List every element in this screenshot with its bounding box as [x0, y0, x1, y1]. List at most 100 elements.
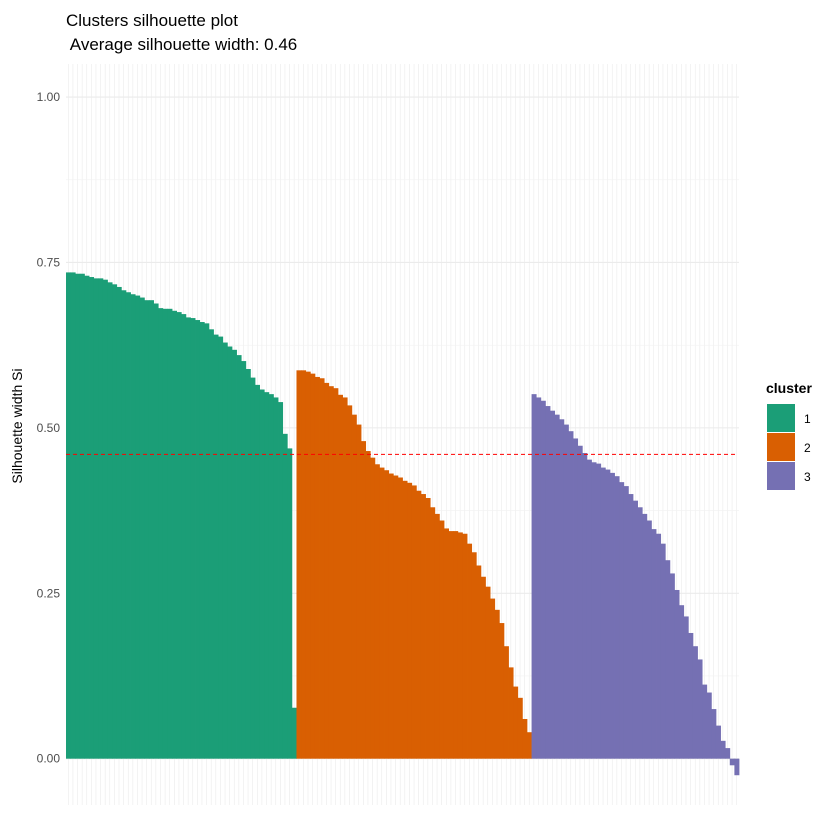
- legend: cluster 1 2 3: [766, 380, 812, 490]
- bar-cluster-3: [651, 529, 657, 759]
- bar-cluster-1: [264, 392, 270, 759]
- bar-cluster-2: [333, 388, 339, 759]
- bar-cluster-3: [582, 453, 588, 759]
- bar-cluster-3: [706, 692, 712, 759]
- bar-cluster-1: [121, 290, 127, 759]
- bar-cluster-3: [697, 659, 703, 759]
- bar-cluster-2: [337, 394, 343, 759]
- bar-cluster-2: [448, 531, 454, 759]
- bar-cluster-3: [563, 424, 569, 759]
- bar-cluster-2: [324, 382, 330, 759]
- bar-cluster-3: [715, 725, 721, 759]
- legend-swatch-2: [767, 433, 795, 461]
- bar-cluster-1: [250, 377, 256, 759]
- bar-cluster-1: [245, 369, 251, 759]
- bar-cluster-2: [453, 531, 459, 759]
- bar-cluster-3: [692, 646, 698, 759]
- bar-cluster-3: [674, 589, 680, 759]
- bar-cluster-3: [623, 486, 629, 759]
- bar-cluster-3: [632, 500, 638, 759]
- bar-cluster-2: [296, 370, 302, 759]
- bar-cluster-1: [107, 282, 113, 759]
- bar-cluster-3: [679, 605, 685, 759]
- bar-cluster-1: [176, 312, 182, 759]
- bar-cluster-2: [490, 598, 496, 759]
- bar-cluster-2: [508, 667, 514, 759]
- bar-cluster-1: [75, 273, 81, 759]
- bar-cluster-1: [79, 273, 85, 759]
- bar-cluster-3: [586, 459, 592, 759]
- bar-cluster-3: [619, 482, 625, 759]
- bar-cluster-3: [600, 467, 606, 759]
- bar-cluster-3: [605, 469, 611, 759]
- bar-cluster-3: [720, 740, 726, 759]
- bar-cluster-2: [503, 646, 509, 759]
- bar-cluster-3: [660, 543, 666, 759]
- bar-cluster-1: [199, 322, 205, 759]
- bar-cluster-1: [144, 300, 150, 759]
- bar-cluster-2: [462, 533, 468, 759]
- bar-cluster-1: [227, 346, 233, 759]
- legend-label-1: 1: [804, 412, 811, 426]
- bar-cluster-3: [596, 463, 602, 759]
- bar-cluster-1: [208, 329, 214, 759]
- legend-swatch-3: [767, 462, 795, 490]
- bar-cluster-2: [411, 485, 417, 759]
- bar-cluster-2: [476, 565, 482, 759]
- bar-cluster-1: [231, 349, 237, 759]
- bar-cluster-1: [259, 389, 265, 759]
- bar-cluster-2: [430, 507, 436, 759]
- legend-swatch-1: [767, 404, 795, 432]
- bar-cluster-2: [494, 609, 500, 759]
- bar-cluster-3: [591, 462, 597, 759]
- bar-cluster-1: [218, 336, 224, 759]
- bar-cluster-1: [98, 278, 104, 759]
- bar-cluster-1: [268, 394, 274, 759]
- bar-cluster-2: [314, 376, 320, 759]
- bar-cluster-1: [153, 303, 159, 759]
- bar-cluster-2: [434, 513, 440, 759]
- bar-cluster-3: [642, 513, 648, 759]
- bar-cluster-2: [305, 371, 311, 759]
- bar-cluster-3: [665, 560, 671, 759]
- bar-cluster-1: [241, 361, 247, 759]
- bar-cluster-1: [185, 317, 191, 759]
- y-tick-label: 0.50: [37, 421, 61, 435]
- bar-cluster-1: [84, 275, 90, 759]
- bar-cluster-1: [89, 277, 95, 759]
- bar-cluster-1: [254, 384, 261, 759]
- bar-cluster-3: [568, 431, 574, 759]
- bar-cluster-1: [190, 318, 196, 759]
- bar-cluster-2: [420, 494, 426, 759]
- bar-cluster-2: [301, 370, 307, 759]
- y-tick-label: 0.75: [37, 255, 61, 269]
- bar-cluster-1: [116, 286, 122, 759]
- bar-cluster-2: [407, 482, 413, 759]
- bar-cluster-1: [158, 308, 164, 759]
- bar-cluster-1: [282, 433, 288, 759]
- bar-cluster-2: [351, 414, 357, 759]
- bar-cluster-1: [273, 397, 279, 759]
- bar-cluster-3: [683, 616, 689, 759]
- legend-title: cluster: [766, 380, 812, 396]
- bar-cluster-2: [425, 498, 431, 759]
- bar-cluster-2: [499, 623, 505, 759]
- bar-cluster-3: [637, 507, 643, 759]
- bar-cluster-2: [513, 686, 519, 759]
- legend-label-3: 3: [804, 470, 811, 484]
- chart-subtitle: Average silhouette width: 0.46: [66, 35, 297, 54]
- bar-cluster-1: [70, 272, 76, 759]
- bar-cluster-1: [213, 334, 219, 759]
- bar-cluster-1: [172, 310, 178, 759]
- bar-cluster-3: [725, 748, 731, 759]
- bar-cluster-1: [93, 278, 99, 759]
- bar-cluster-2: [522, 718, 528, 759]
- y-axis-label: Silhouette width Si: [9, 368, 25, 483]
- bar-cluster-1: [236, 355, 242, 759]
- bar-cluster-1: [181, 314, 187, 759]
- bars: [66, 272, 740, 776]
- bar-cluster-3: [656, 533, 662, 759]
- bar-cluster-3: [688, 632, 694, 759]
- bar-cluster-2: [439, 520, 445, 759]
